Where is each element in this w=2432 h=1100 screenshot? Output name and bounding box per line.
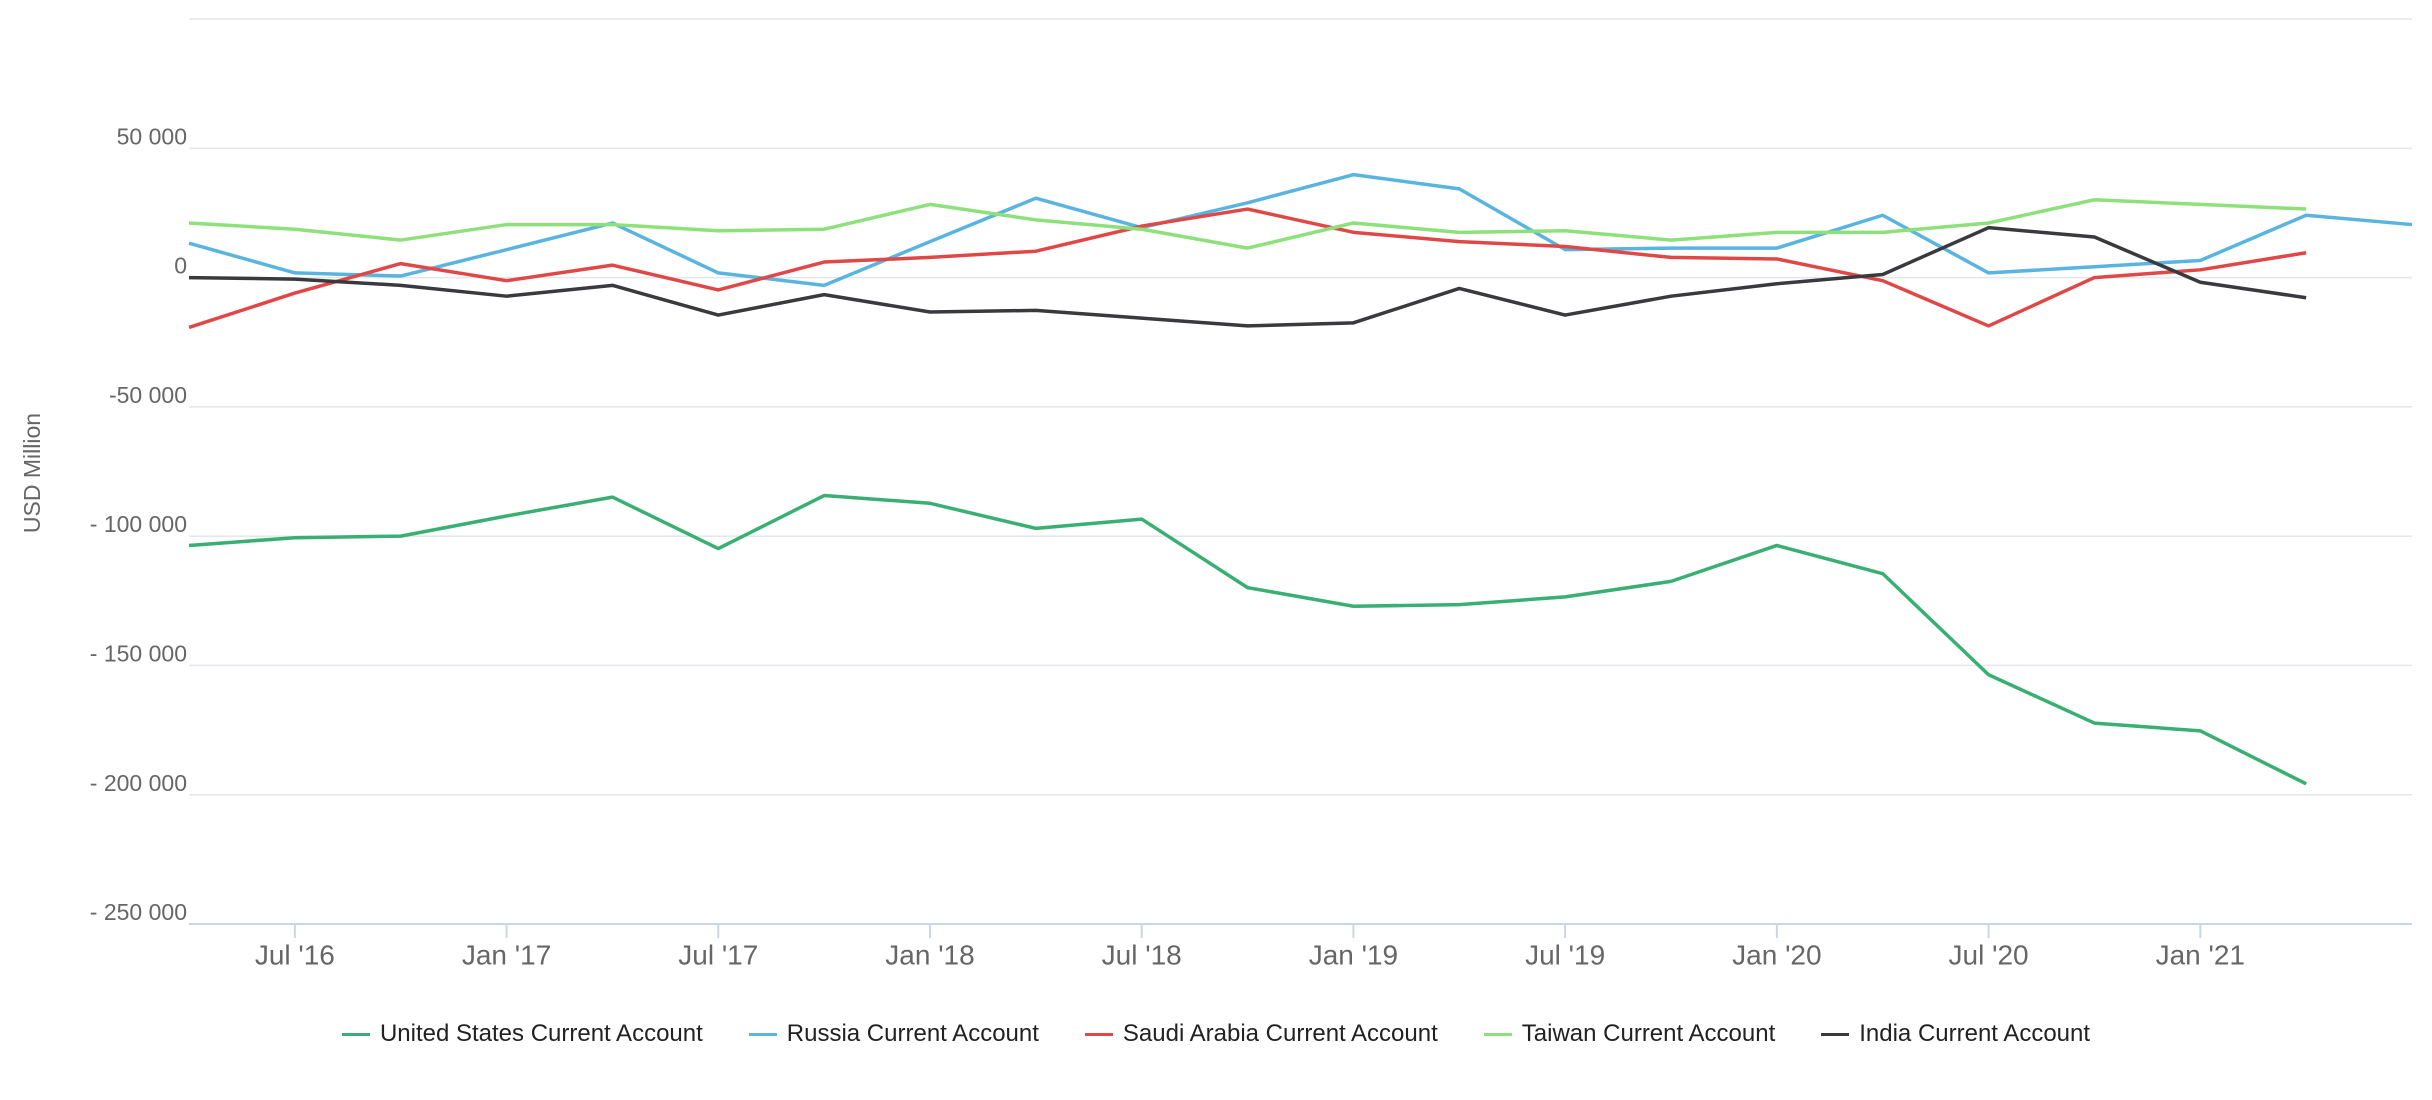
legend-label: Russia Current Account (786, 1020, 1039, 1047)
x-tick-label: Jan '21 (2156, 939, 2245, 970)
legend-item[interactable]: Russia Current Account (748, 1020, 1039, 1048)
legend-swatch (341, 1032, 370, 1036)
x-tick-label: Jul '18 (1102, 939, 1182, 970)
x-tick-label: Jul '17 (678, 939, 758, 970)
x-tick-label: Jan '20 (1732, 939, 1821, 970)
legend: United States Current Account Russia Curr… (0, 1020, 2432, 1048)
legend-label: India Current Account (1859, 1020, 2091, 1047)
series-line (188, 197, 2307, 250)
y-axis-title: USD Million (19, 413, 45, 533)
series-line (188, 225, 2307, 328)
series-line (188, 207, 2307, 330)
y-tick-label: - 200 000 (90, 770, 187, 796)
y-tick-label: - 100 000 (90, 511, 187, 537)
legend-swatch (1483, 1032, 1512, 1036)
legend-label: United States Current Account (379, 1020, 703, 1047)
x-tick-label: Jul '16 (255, 939, 335, 970)
series-line (188, 493, 2307, 786)
x-tick-label: Jul '19 (1525, 939, 1605, 970)
series-line (188, 172, 2413, 288)
y-tick-label: - 150 000 (90, 641, 187, 667)
chart: USD Million 50 000 0 -50 000 - 100 000 - 150… (19, 18, 2413, 970)
legend-label: Taiwan Current Account (1521, 1020, 1776, 1047)
x-tick-label: Jan '19 (1309, 939, 1398, 970)
legend-item[interactable]: Taiwan Current Account (1483, 1020, 1776, 1048)
y-tick-label: 50 000 (117, 123, 187, 149)
legend-label: Saudi Arabia Current Account (1122, 1020, 1438, 1047)
y-tick-label: -50 000 (109, 382, 187, 408)
legend-item[interactable]: India Current Account (1821, 1020, 2090, 1048)
y-tick-label: - 250 000 (90, 899, 187, 925)
legend-swatch (1821, 1032, 1850, 1036)
legend-swatch (748, 1032, 777, 1036)
x-tick-label: Jul '20 (1949, 939, 2029, 970)
legend-swatch (1084, 1032, 1113, 1036)
legend-item[interactable]: Saudi Arabia Current Account (1084, 1020, 1438, 1048)
x-tick-label: Jan '18 (885, 939, 974, 970)
y-tick-label: 0 (174, 253, 187, 279)
legend-item[interactable]: United States Current Account (341, 1020, 703, 1048)
x-tick-label: Jan '17 (462, 939, 551, 970)
